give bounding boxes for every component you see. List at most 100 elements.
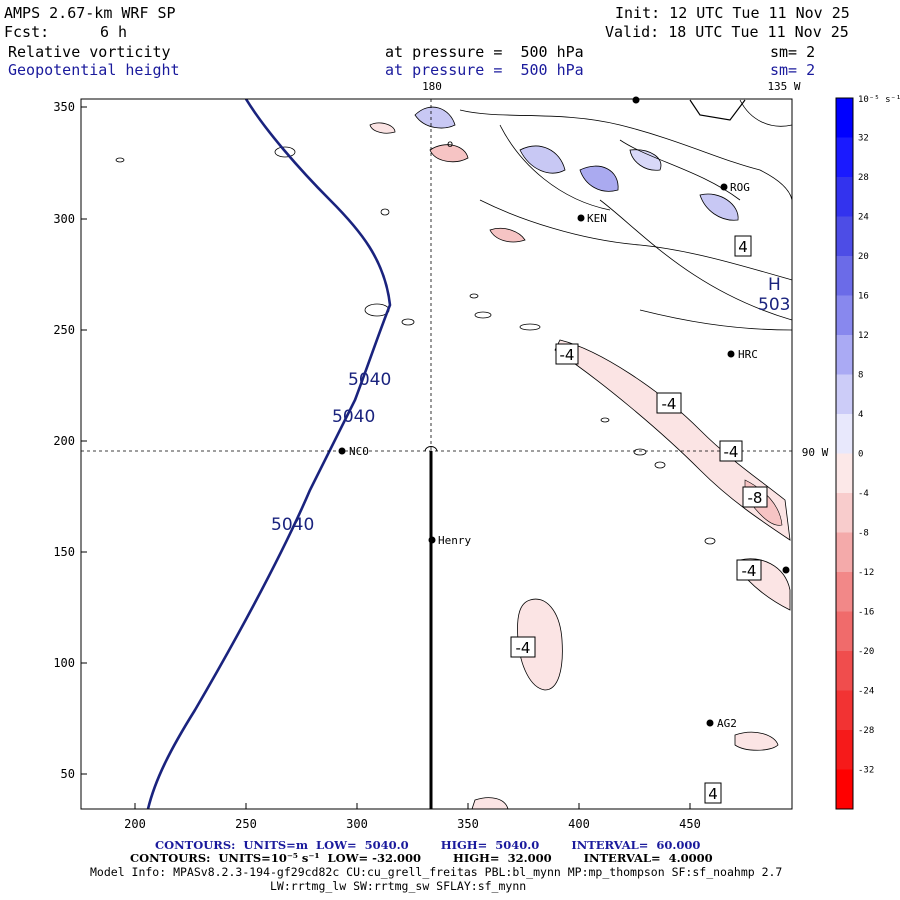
negative-vorticity-cell — [429, 144, 469, 163]
y-tick: 50 — [61, 767, 75, 781]
x-tick: 350 — [457, 817, 479, 831]
positive-vorticity-cell — [629, 149, 662, 171]
vort-label: 4 — [708, 785, 718, 803]
station-rog: ROG — [730, 181, 750, 194]
field2-level: at pressure = 500 hPa — [385, 61, 584, 79]
station-ken: KEN — [587, 212, 607, 225]
positive-vorticity-cell — [414, 106, 456, 129]
height-label: 5040 — [271, 515, 314, 535]
vort-label: -4 — [724, 443, 739, 461]
x-tick: 250 — [235, 817, 257, 831]
colorbar-label: 0 — [858, 450, 863, 460]
colorbar-label: 20 — [858, 252, 869, 262]
colorbar-label: -8 — [858, 529, 869, 539]
lon-label-90w: 90 W — [802, 446, 829, 459]
colorbar-swatch — [836, 216, 853, 257]
height-label: 5040 — [332, 407, 375, 427]
y-tick: 200 — [53, 434, 75, 448]
colorbar-label: -20 — [858, 647, 874, 657]
vort-label: 4 — [738, 238, 748, 256]
colorbar-label: 8 — [858, 371, 863, 381]
y-tick: 250 — [53, 323, 75, 337]
colorbar-label: -16 — [858, 608, 874, 618]
colorbar-label: -12 — [858, 568, 874, 578]
x-tick: 450 — [679, 817, 701, 831]
station-henry: Henry — [438, 534, 471, 547]
colorbar-label: 4 — [858, 410, 863, 420]
colorbar-swatch — [836, 493, 853, 533]
station-ag2: AG2 — [717, 717, 737, 730]
high-marker: H — [768, 275, 781, 295]
negative-vorticity-blob — [517, 598, 563, 691]
contours-vorticity: CONTOURS: UNITS=10⁻⁵ s⁻¹ LOW= -32.000 HI… — [130, 851, 713, 865]
vort-label: -4 — [662, 395, 677, 413]
y-tick: 350 — [53, 100, 75, 114]
colorbar-swatch — [836, 532, 853, 573]
field1-name: Relative vorticity — [8, 43, 171, 61]
vort-label: -4 — [742, 562, 757, 580]
plot-frame — [80, 98, 793, 810]
positive-vorticity-cell — [699, 193, 739, 221]
contours-geopotential: CONTOURS: UNITS=m LOW= 5040.0 HIGH= 5040… — [155, 838, 701, 852]
colorbar-swatch — [836, 98, 853, 138]
colorbar-swatch — [836, 572, 853, 612]
vort-label: -8 — [748, 489, 763, 507]
height-label: 5040 — [348, 370, 391, 390]
colorbar-swatch — [836, 690, 853, 731]
y-tick: 300 — [53, 212, 75, 226]
x-tick: 200 — [124, 817, 146, 831]
field1-level: at pressure = 500 hPa — [385, 43, 584, 61]
lon-label-135w: 135 W — [767, 80, 800, 93]
y-tick: 100 — [53, 656, 75, 670]
high-value: 503 — [758, 295, 790, 315]
model-info-line2: LW:rrtmg_lw SW:rrtmg_sw SFLAY:sf_mynn — [270, 879, 527, 893]
forecast-label: Fcst: — [4, 23, 50, 41]
vort-label: -4 — [516, 639, 531, 657]
positive-vorticity-cell — [519, 145, 566, 174]
model-info: Model Info: MPASv8.2.3-194-gf29cd82c CU:… — [90, 865, 783, 879]
colorbar-swatch — [836, 256, 853, 296]
negative-vorticity-cell — [369, 122, 396, 134]
colorbar-swatch — [836, 335, 853, 375]
colorbar-unit: 10⁻⁵ s⁻¹ — [858, 95, 900, 105]
negative-vorticity-bottom — [471, 797, 509, 809]
field1-smoothing: sm= 2 — [770, 43, 816, 61]
vort-label: o — [447, 139, 453, 150]
colorbar-swatch — [836, 374, 853, 415]
colorbar-label: 16 — [858, 292, 869, 302]
lon-label-180: 180 — [422, 80, 442, 93]
field2-name: Geopotential height — [8, 61, 180, 79]
negative-vorticity-cell — [489, 227, 526, 243]
y-tick: 150 — [53, 545, 75, 559]
colorbar-swatch — [836, 453, 853, 494]
negative-vorticity-small — [734, 731, 779, 751]
height-contour-5040 — [146, 99, 392, 809]
colorbar-swatch — [836, 295, 853, 336]
colorbar-swatch — [836, 769, 853, 810]
colorbar: 32 28 24 20 16 12 8 4 0 -4 -8 -12 -16 -20 -24 -28 -32 — [835, 97, 874, 810]
colorbar-label: -24 — [858, 687, 874, 697]
forecast-value: 6 h — [100, 23, 128, 41]
x-tick: 400 — [568, 817, 590, 831]
colorbar-label: -32 — [858, 766, 874, 776]
colorbar-label: -28 — [858, 726, 874, 736]
x-tick: 300 — [346, 817, 368, 831]
colorbar-label: 12 — [858, 331, 869, 341]
vort-label: -4 — [560, 346, 575, 364]
positive-vorticity-cell — [579, 165, 619, 192]
colorbar-label: 24 — [858, 213, 869, 223]
colorbar-swatch — [836, 611, 853, 652]
model-title: AMPS 2.67-km WRF SP — [4, 4, 176, 22]
colorbar-swatch — [836, 651, 853, 691]
colorbar-label: -4 — [858, 489, 869, 499]
valid-time: Valid: 18 UTC Tue 11 Nov 25 — [605, 23, 849, 41]
station-hrc: HRC — [738, 348, 758, 361]
field2-smoothing: sm= 2 — [770, 61, 816, 79]
station-nco: NCO — [349, 445, 369, 458]
colorbar-swatch — [836, 177, 853, 217]
colorbar-swatch — [836, 730, 853, 770]
colorbar-swatch — [836, 137, 853, 178]
colorbar-label: 32 — [858, 134, 869, 144]
colorbar-label: 28 — [858, 173, 869, 183]
